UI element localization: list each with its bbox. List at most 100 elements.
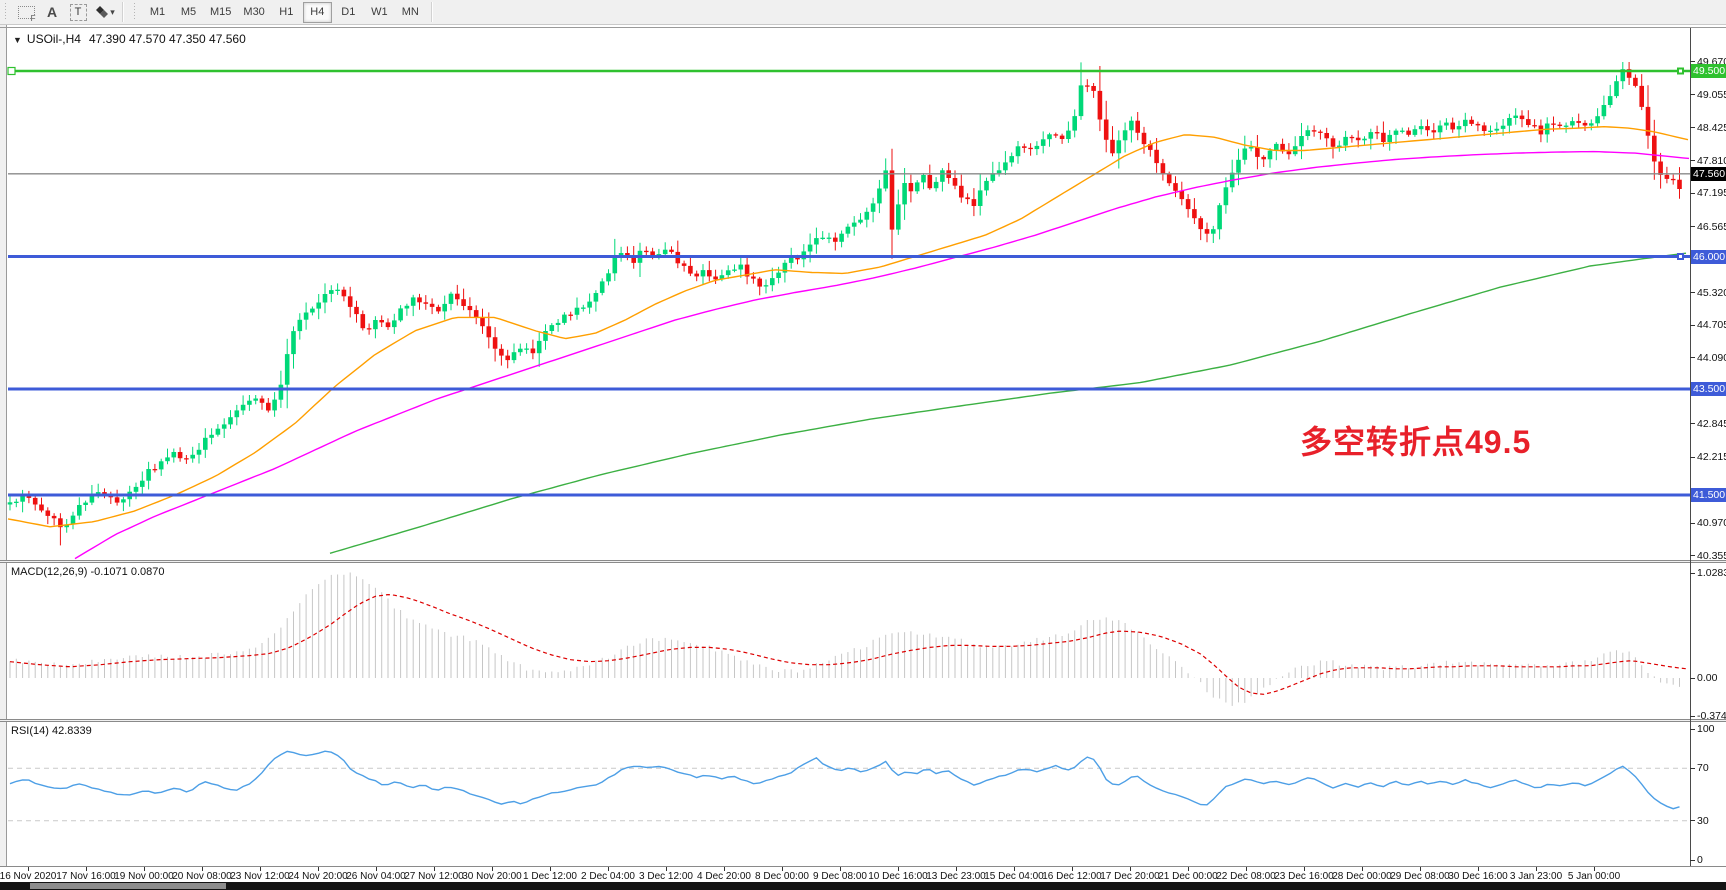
toolbar-separator-2 (430, 2, 433, 22)
draw-objects-button[interactable]: ▾ (91, 1, 117, 23)
annotation-text[interactable]: 多空转折点49.5 (1300, 424, 1532, 460)
time-tick (1072, 867, 1073, 871)
macd-tick-label: -0.3748 (1697, 710, 1726, 723)
rsi-tick (1690, 767, 1695, 769)
time-label: 16 Nov 2020 (0, 871, 57, 882)
time-tick (260, 867, 261, 871)
time-tick (144, 867, 145, 871)
time-label: 1 Dec 12:00 (523, 871, 577, 882)
price-badge-41.500: 41.500 (1691, 488, 1726, 502)
time-tick (28, 867, 29, 871)
price-tick (1690, 61, 1695, 63)
price-tick-label: 47.195 (1697, 187, 1726, 200)
price-badge-46.000: 46.000 (1691, 249, 1726, 264)
time-tick (840, 867, 841, 871)
timeframe-button-M30[interactable]: M30 (238, 2, 269, 23)
horizontal-scrollbar[interactable] (0, 882, 1726, 890)
time-tick (1246, 867, 1247, 871)
time-tick (1362, 867, 1363, 871)
macd-tick-label: 1.0283 (1697, 567, 1726, 580)
price-tick-label: 46.565 (1697, 220, 1726, 233)
price-badge-49.500: 49.500 (1691, 64, 1726, 78)
rsi-tick-label: 0 (1697, 854, 1703, 866)
rsi-tick-label: 30 (1697, 814, 1709, 827)
rsi-panel[interactable] (0, 722, 1726, 866)
text-box-button[interactable]: T (65, 1, 91, 23)
price-tick-label: 40.970 (1697, 517, 1726, 530)
symbol-period-label: USOil-,H4 (26, 32, 81, 46)
price-chart[interactable] (0, 28, 1726, 560)
toolbar-separator (122, 2, 124, 22)
timeframe-button-D1[interactable]: D1 (334, 2, 363, 23)
price-tick (1690, 127, 1695, 129)
font-label-button[interactable]: A (39, 1, 65, 23)
time-label: 24 Nov 20:00 (288, 871, 348, 882)
time-tick (376, 867, 377, 871)
price-tick-label: 42.215 (1697, 451, 1726, 464)
time-label: 13 Dec 23:00 (926, 871, 986, 882)
rsi-tick (1690, 820, 1695, 822)
time-tick (1594, 867, 1595, 871)
timeframe-button-H4[interactable]: H4 (302, 1, 332, 23)
timeframe-button-M5[interactable]: M5 (174, 2, 203, 23)
time-tick (1304, 867, 1305, 871)
time-label: 15 Dec 04:00 (984, 871, 1044, 882)
timeframe-button-M1[interactable]: M1 (143, 2, 172, 23)
price-tick (1690, 357, 1695, 359)
time-label: 30 Dec 16:00 (1448, 871, 1508, 882)
macd-label: MACD(12,26,9) -0.1071 0.0870 (11, 566, 165, 578)
time-label: 10 Dec 16:00 (868, 871, 928, 882)
time-tick (666, 867, 667, 871)
time-label: 22 Dec 08:00 (1216, 871, 1276, 882)
time-tick (956, 867, 957, 871)
price-tick (1690, 292, 1695, 294)
macd-panel[interactable] (0, 563, 1726, 719)
time-label: 27 Nov 12:00 (404, 871, 464, 882)
chart-title[interactable]: ▼ USOil-,H4 47.390 47.570 47.350 47.560 (13, 32, 246, 46)
time-label: 26 Nov 04:00 (346, 871, 406, 882)
scrollbar-thumb[interactable] (30, 883, 226, 889)
macd-tick (1690, 715, 1695, 717)
time-label: 21 Dec 00:00 (1158, 871, 1218, 882)
panel-divider-2[interactable] (0, 719, 1726, 722)
time-tick (318, 867, 319, 871)
time-tick (1188, 867, 1189, 871)
price-tick-label: 44.705 (1697, 319, 1726, 332)
time-label: 5 Jan 00:00 (1567, 871, 1621, 882)
timeframe-button-H1[interactable]: H1 (272, 2, 301, 23)
price-tick (1690, 94, 1695, 96)
collapse-icon[interactable]: ▼ (13, 35, 22, 45)
time-label: 29 Dec 08:00 (1390, 871, 1450, 882)
timeframe-button-W1[interactable]: W1 (365, 2, 394, 23)
price-tick (1690, 423, 1695, 425)
price-tick (1690, 522, 1695, 524)
time-tick (1478, 867, 1479, 871)
toolbar-grip-2[interactable] (132, 3, 137, 21)
price-badge-47.560: 47.560 (1691, 166, 1726, 181)
timeframe-button-M15[interactable]: M15 (205, 2, 236, 23)
toolbar: F A T ▾ M1 M5 M15 M30 H1 H4 D1 W1 MN (0, 0, 1726, 25)
chart-top-border (0, 27, 1726, 28)
text-t-icon: T (69, 3, 87, 21)
time-tick (1420, 867, 1421, 871)
time-label: 2 Dec 04:00 (581, 871, 635, 882)
time-label: 8 Dec 00:00 (755, 871, 809, 882)
panel-divider-1[interactable] (0, 560, 1726, 563)
time-tick (1130, 867, 1131, 871)
rsi-label: RSI(14) 42.8339 (11, 725, 92, 737)
price-tick-label: 42.845 (1697, 417, 1726, 430)
chart-left-border (0, 25, 7, 882)
toolbar-grip[interactable] (3, 3, 8, 21)
rsi-tick-label: 100 (1697, 723, 1715, 735)
dropdown-caret-icon: ▾ (110, 6, 115, 17)
grid-period-button[interactable]: F (13, 1, 39, 23)
time-tick (724, 867, 725, 871)
time-label: 28 Dec 00:00 (1332, 871, 1392, 882)
price-axis-line (1690, 28, 1691, 881)
grid-icon: F (17, 5, 36, 23)
timeframe-button-MN[interactable]: MN (396, 2, 425, 23)
price-tick (1690, 192, 1695, 194)
time-label: 17 Dec 20:00 (1100, 871, 1160, 882)
time-tick (782, 867, 783, 871)
